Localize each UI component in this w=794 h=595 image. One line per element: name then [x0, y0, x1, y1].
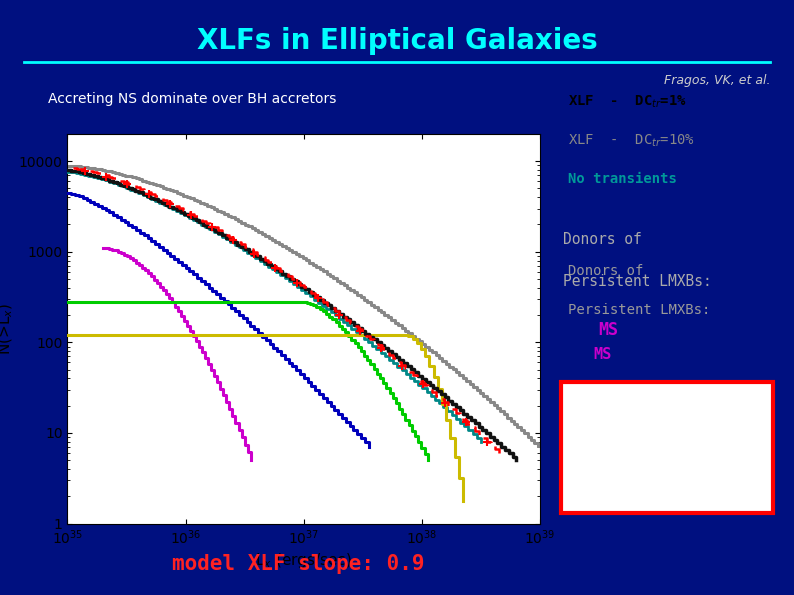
Text: Persistent LMXBs:: Persistent LMXBs:	[568, 303, 711, 317]
FancyBboxPatch shape	[561, 382, 773, 513]
Text: degenerate: degenerate	[612, 415, 722, 429]
Text: Donors of: Donors of	[568, 264, 643, 278]
Text: Accreting NS dominate over BH accretors: Accreting NS dominate over BH accretors	[48, 92, 336, 107]
Text: very low-mass,: very low-mass,	[608, 384, 726, 398]
Text: No transients: No transients	[568, 172, 676, 186]
Text: MS: MS	[593, 347, 611, 362]
Text: Red Giant: Red Giant	[575, 476, 650, 490]
Text: Donors of: Donors of	[563, 232, 642, 247]
Text: MS: MS	[598, 321, 618, 339]
Text: Persistent LMXBs:: Persistent LMXBs:	[563, 274, 712, 289]
Y-axis label: N(>L$_x$): N(>L$_x$)	[0, 303, 14, 355]
X-axis label: L$_x$ (ergs/sec): L$_x$ (ergs/sec)	[255, 551, 353, 570]
Text: He WD: He WD	[575, 446, 617, 459]
Text: XLF  -  DC$_{tr}$=1%: XLF - DC$_{tr}$=1%	[568, 93, 687, 110]
Text: Fragos, VK, et al.: Fragos, VK, et al.	[664, 74, 770, 87]
Text: model XLF slope: 0.9: model XLF slope: 0.9	[172, 554, 424, 574]
Text: XLF  -  DC$_{tr}$=10%: XLF - DC$_{tr}$=10%	[568, 133, 695, 149]
Text: XLFs in Elliptical Galaxies: XLFs in Elliptical Galaxies	[197, 27, 597, 55]
